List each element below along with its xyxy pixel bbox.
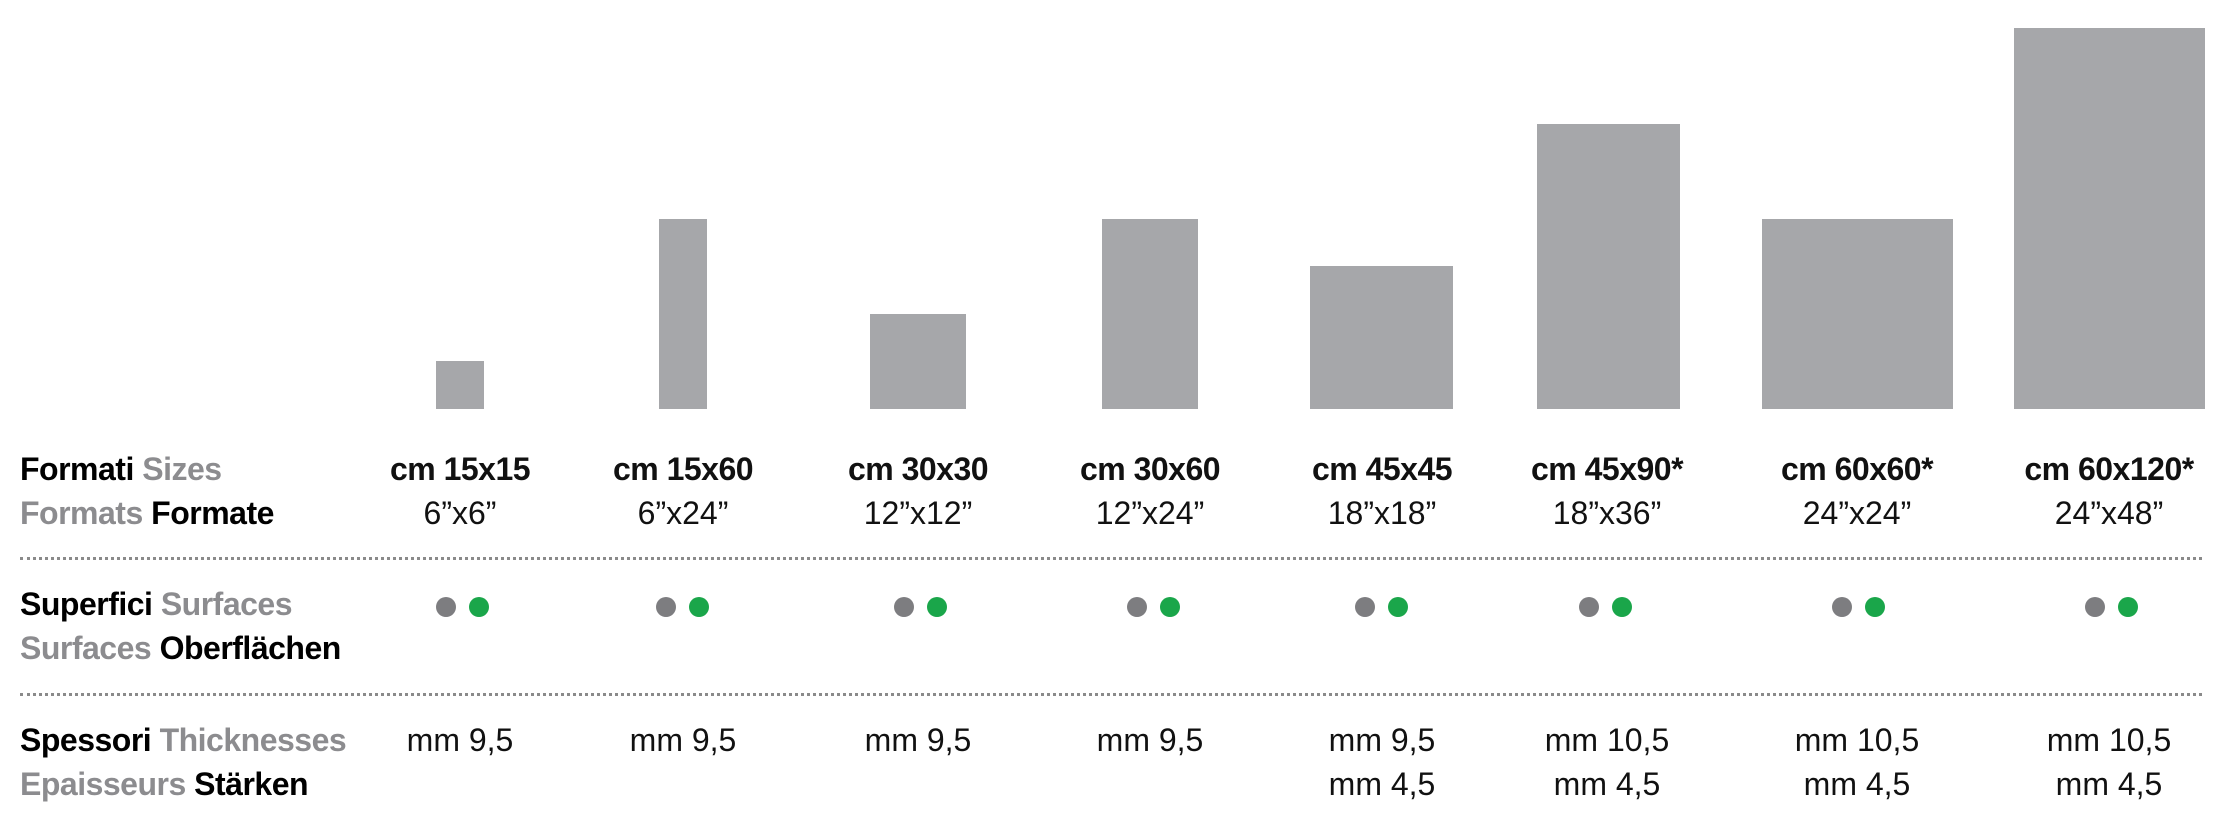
thick-label-de: Stärken: [194, 766, 309, 802]
tile-30x60: [1102, 219, 1198, 409]
surface-green-dot: [2118, 597, 2138, 617]
thickness-col-1: mm 9,5: [350, 718, 570, 762]
format-inch: 18”x18”: [1327, 495, 1437, 531]
format-cm: cm 45x90*: [1530, 451, 1684, 487]
surface-grey-dot: [894, 597, 914, 617]
format-inch: 24”x24”: [1802, 495, 1912, 531]
surface-grey-dot: [1355, 597, 1375, 617]
dotted-separator: [20, 557, 2202, 560]
surface-grey-dot: [656, 597, 676, 617]
thickness-value-2: mm 4,5: [1553, 766, 1661, 802]
format-inch: 6”x6”: [423, 495, 497, 531]
format-cm: cm 30x30: [847, 451, 989, 487]
format-col-1: cm 15x15 6”x6”: [350, 447, 570, 535]
thickness-value-2: mm 4,5: [2055, 766, 2163, 802]
surface-green-dot: [927, 597, 947, 617]
thickness-value: mm 9,5: [1328, 722, 1436, 758]
tile-45x90: [1537, 124, 1680, 409]
thickness-col-8: mm 10,5 mm 4,5: [1999, 718, 2219, 806]
surface-green-dot: [1160, 597, 1180, 617]
surface-grey-dot: [1832, 597, 1852, 617]
thick-label-fr: Epaisseurs: [20, 766, 186, 802]
dotted-separator: [20, 693, 2202, 696]
sizes-label-de: Formate: [151, 495, 274, 531]
format-cm: cm 60x60*: [1780, 451, 1934, 487]
format-cm: cm 60x120*: [2024, 451, 2194, 487]
thickness-col-7: mm 10,5 mm 4,5: [1747, 718, 1967, 806]
tile-60x120: [2014, 28, 2205, 409]
surface-grey-dot: [436, 597, 456, 617]
format-inch: 24”x48”: [2054, 495, 2164, 531]
surface-green-dot: [689, 597, 709, 617]
surfaces-label-it: Superfici: [20, 586, 153, 622]
format-inch: 12”x24”: [1095, 495, 1205, 531]
format-col-7: cm 60x60* 24”x24”: [1747, 447, 1967, 535]
sizes-label-it: Formati: [20, 451, 134, 487]
sizes-label-en: Sizes: [142, 451, 222, 487]
thick-label-en: Thicknesses: [159, 722, 347, 758]
thickness-value: mm 9,5: [864, 722, 972, 758]
surfaces-label-de: Oberflächen: [159, 630, 342, 666]
tile-15x15: [436, 361, 484, 409]
format-cm: cm 15x15: [389, 451, 531, 487]
format-col-8: cm 60x120* 24”x48”: [1999, 447, 2219, 535]
format-inch: 12”x12”: [863, 495, 973, 531]
format-col-2: cm 15x60 6”x24”: [573, 447, 793, 535]
surfaces-label: Superfici Surfaces Surfaces Oberflächen: [20, 582, 341, 670]
tile-60x60: [1762, 219, 1953, 409]
thickness-col-5: mm 9,5 mm 4,5: [1272, 718, 1492, 806]
surfaces-label-fr: Surfaces: [20, 630, 152, 666]
surface-grey-dot: [2085, 597, 2105, 617]
thickness-col-6: mm 10,5 mm 4,5: [1497, 718, 1717, 806]
format-cm: cm 30x60: [1079, 451, 1221, 487]
format-inch: 6”x24”: [637, 495, 729, 531]
tile-45x45: [1310, 266, 1453, 409]
thickness-value: mm 9,5: [1096, 722, 1204, 758]
format-cm: cm 45x45: [1311, 451, 1453, 487]
sizes-label-fr: Formats: [20, 495, 143, 531]
surface-grey-dot: [1127, 597, 1147, 617]
thickness-value: mm 10,5: [1794, 722, 1920, 758]
surfaces-label-en: Surfaces: [160, 586, 293, 622]
surface-green-dot: [1865, 597, 1885, 617]
thickness-value-2: mm 4,5: [1328, 766, 1436, 802]
thickness-col-3: mm 9,5: [808, 718, 1028, 762]
format-inch: 18”x36”: [1552, 495, 1662, 531]
thickness-value-2: mm 4,5: [1803, 766, 1911, 802]
thick-label-it: Spessori: [20, 722, 152, 758]
thickness-col-2: mm 9,5: [573, 718, 793, 762]
format-col-6: cm 45x90* 18”x36”: [1497, 447, 1717, 535]
thickness-col-4: mm 9,5: [1040, 718, 1260, 762]
sizes-label: Formati Sizes Formats Formate: [20, 447, 274, 535]
surface-green-dot: [1612, 597, 1632, 617]
thickness-value: mm 9,5: [629, 722, 737, 758]
surface-green-dot: [1388, 597, 1408, 617]
thickness-value: mm 10,5: [2046, 722, 2172, 758]
format-col-5: cm 45x45 18”x18”: [1272, 447, 1492, 535]
thickness-value: mm 10,5: [1544, 722, 1670, 758]
thickness-value: mm 9,5: [406, 722, 514, 758]
surface-green-dot: [469, 597, 489, 617]
format-cm: cm 15x60: [612, 451, 754, 487]
tile-15x60: [659, 219, 707, 409]
format-col-4: cm 30x60 12”x24”: [1040, 447, 1260, 535]
format-col-3: cm 30x30 12”x12”: [808, 447, 1028, 535]
surface-grey-dot: [1579, 597, 1599, 617]
tile-30x30: [870, 314, 966, 409]
thicknesses-label: Spessori Thicknesses Epaisseurs Stärken: [20, 718, 347, 806]
